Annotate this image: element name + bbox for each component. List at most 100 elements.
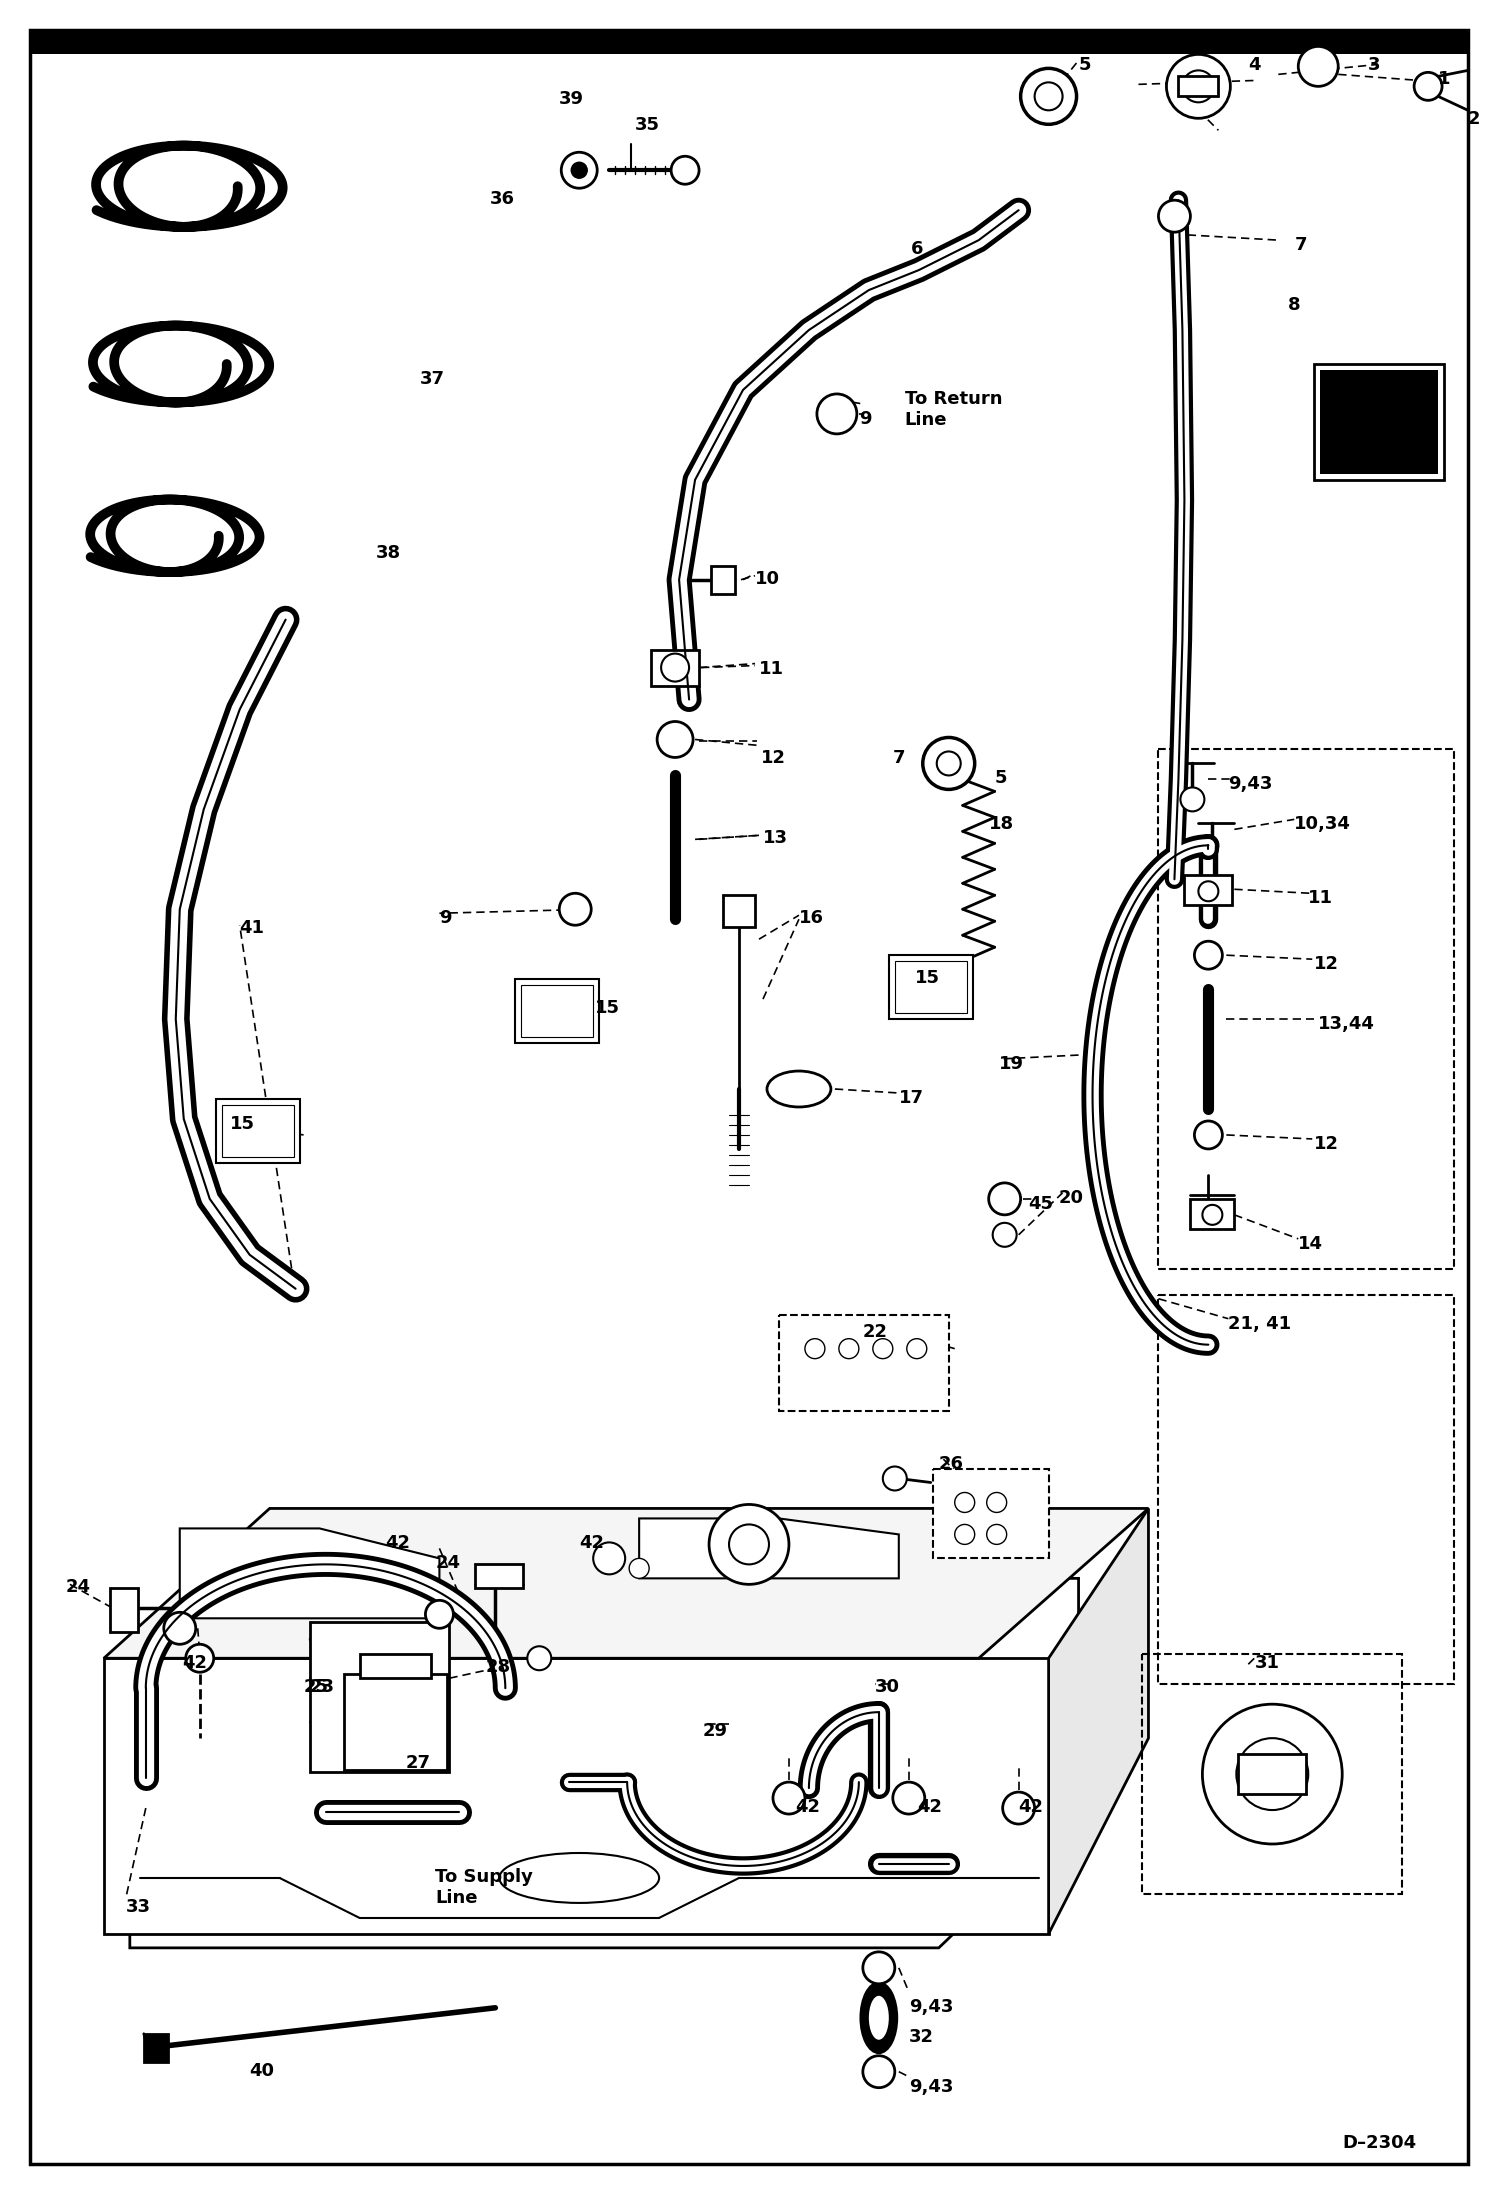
Circle shape (527, 1646, 551, 1670)
Text: 13: 13 (762, 829, 788, 847)
Bar (779, 1314, 948, 1411)
Bar (222, 1106, 294, 1156)
Text: 4: 4 (1248, 57, 1261, 75)
Ellipse shape (869, 1997, 888, 2040)
Bar (343, 1674, 448, 1771)
Text: 7: 7 (1294, 237, 1306, 255)
Text: 42: 42 (580, 1534, 604, 1553)
Text: 9,43: 9,43 (909, 2078, 953, 2095)
Circle shape (989, 1183, 1020, 1215)
Bar (1143, 1654, 1402, 1893)
Circle shape (1035, 83, 1062, 110)
Circle shape (629, 1558, 649, 1577)
Circle shape (1167, 55, 1230, 118)
Circle shape (954, 1525, 975, 1545)
Circle shape (839, 1338, 858, 1358)
Text: 5: 5 (995, 770, 1007, 788)
Text: 10: 10 (755, 570, 780, 588)
Circle shape (773, 1782, 804, 1814)
Text: 9: 9 (439, 908, 452, 928)
Text: D–2304: D–2304 (1342, 2133, 1416, 2152)
Polygon shape (103, 1509, 1149, 1659)
Bar (652, 649, 700, 685)
Polygon shape (1049, 1509, 1149, 1933)
Text: To Return
Line: To Return Line (905, 391, 1002, 428)
Text: 5: 5 (1079, 57, 1091, 75)
Circle shape (863, 2056, 894, 2089)
Circle shape (1203, 1205, 1222, 1224)
Bar (888, 954, 972, 1018)
Text: 9,43: 9,43 (1228, 774, 1273, 794)
Text: 9,43: 9,43 (909, 1999, 953, 2016)
Text: 9: 9 (858, 410, 872, 428)
Circle shape (593, 1542, 625, 1575)
Ellipse shape (861, 1983, 897, 2054)
Circle shape (893, 1782, 924, 1814)
Text: 8: 8 (1288, 296, 1300, 314)
Polygon shape (640, 1518, 899, 1577)
Circle shape (661, 654, 689, 682)
Text: 27: 27 (406, 1755, 430, 1773)
Circle shape (571, 162, 587, 178)
Circle shape (186, 1643, 214, 1672)
Text: 28: 28 (485, 1659, 511, 1676)
Text: 26: 26 (939, 1455, 963, 1472)
Bar (360, 1654, 431, 1678)
Text: 14: 14 (1299, 1235, 1323, 1253)
Circle shape (671, 156, 700, 184)
Text: 35: 35 (635, 116, 661, 134)
Text: 10,34: 10,34 (1294, 816, 1351, 834)
Text: 2: 2 (1468, 110, 1480, 127)
Bar (515, 979, 599, 1042)
Circle shape (730, 1525, 768, 1564)
Bar (30, 31, 1468, 55)
Text: 11: 11 (1308, 889, 1333, 908)
Circle shape (882, 1466, 906, 1490)
Circle shape (1180, 788, 1204, 812)
Circle shape (804, 1338, 825, 1358)
Bar (1179, 77, 1218, 97)
Text: 1: 1 (1438, 70, 1450, 88)
Text: 22: 22 (863, 1323, 888, 1341)
Bar (894, 961, 966, 1014)
Text: 15: 15 (595, 998, 620, 1018)
Text: 25: 25 (304, 1678, 328, 1696)
Text: 12: 12 (1314, 954, 1339, 974)
Text: 16: 16 (798, 908, 824, 928)
Text: 29: 29 (703, 1722, 728, 1740)
Text: 12: 12 (1314, 1134, 1339, 1154)
Text: 3: 3 (1368, 57, 1381, 75)
Text: 23: 23 (310, 1678, 334, 1696)
Circle shape (1194, 1121, 1222, 1150)
Bar (109, 1588, 138, 1632)
Text: 11: 11 (759, 660, 783, 678)
Circle shape (987, 1525, 1007, 1545)
Circle shape (863, 1953, 894, 1983)
Circle shape (936, 753, 960, 774)
Text: 15: 15 (229, 1115, 255, 1132)
Text: 40: 40 (250, 2062, 274, 2080)
Polygon shape (180, 1529, 439, 1619)
Bar (216, 1099, 300, 1163)
Circle shape (906, 1338, 927, 1358)
Bar (712, 566, 736, 595)
Circle shape (1020, 68, 1077, 125)
Text: 42: 42 (181, 1654, 207, 1672)
Text: 30: 30 (875, 1678, 900, 1696)
Circle shape (1194, 941, 1222, 970)
Bar (1239, 1755, 1306, 1795)
Text: To Supply
Line: To Supply Line (436, 1867, 533, 1907)
Bar (724, 895, 755, 928)
Bar (1320, 371, 1438, 474)
Circle shape (709, 1505, 789, 1584)
Bar (521, 985, 593, 1038)
Text: 38: 38 (376, 544, 400, 562)
Text: 19: 19 (999, 1055, 1023, 1073)
Text: 20: 20 (1059, 1189, 1083, 1207)
Bar (1185, 875, 1233, 906)
Text: 24: 24 (66, 1577, 91, 1597)
Circle shape (1002, 1792, 1035, 1823)
Text: 32: 32 (909, 2027, 933, 2045)
Text: 13,44: 13,44 (1318, 1016, 1375, 1033)
Text: 42: 42 (917, 1799, 942, 1817)
